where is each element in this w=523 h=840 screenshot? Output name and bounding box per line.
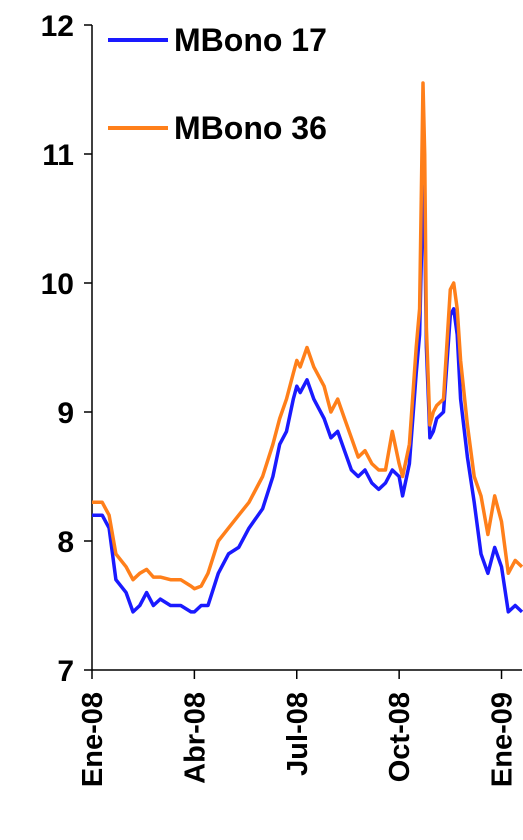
series-line-1 xyxy=(92,184,523,614)
x-tick-label: Oct-08 xyxy=(384,692,416,782)
x-tick-label: Ene-09 xyxy=(487,692,519,787)
y-tick-label: 9 xyxy=(57,397,74,430)
y-tick-label: 10 xyxy=(41,268,74,301)
y-tick-label: 7 xyxy=(57,655,74,688)
y-tick-label: 8 xyxy=(57,526,74,559)
series-lines xyxy=(92,81,523,614)
x-tick-label: Jul-08 xyxy=(282,692,314,776)
legend: MBono 17 MBono 36 xyxy=(108,22,327,146)
series-line-2 xyxy=(92,81,523,591)
y-tick-label: 12 xyxy=(41,10,74,43)
legend-label: MBono 36 xyxy=(174,110,327,146)
x-tick-label: Ene-08 xyxy=(77,692,109,787)
x-tick-label: Abr-08 xyxy=(179,692,211,784)
axes: 7 8 9 10 11 12 Ene-08 Abr-08 Jul-08 Oct-08 Ene-09 xyxy=(41,10,522,787)
legend-label: MBono 17 xyxy=(174,22,327,58)
y-tick-label: 11 xyxy=(42,139,74,172)
